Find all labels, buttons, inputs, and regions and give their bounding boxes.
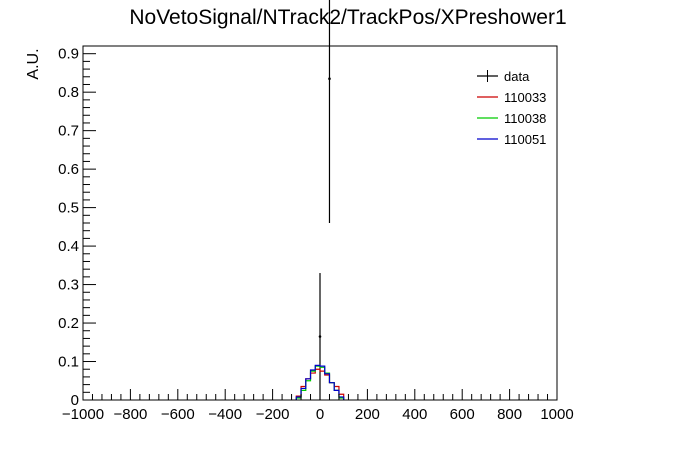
x-tick-label: −600 <box>161 406 195 423</box>
series-110033-step <box>295 368 345 400</box>
y-tick-label: 0.7 <box>58 123 79 140</box>
y-tick-label: 0.5 <box>58 200 79 217</box>
x-tick-label: 400 <box>402 406 427 423</box>
y-tick-label: 0.8 <box>58 84 79 101</box>
x-tick-label: −800 <box>114 406 148 423</box>
y-tick-label: 0.1 <box>58 354 79 371</box>
x-tick-label: 200 <box>355 406 380 423</box>
x-tick-label: 0 <box>316 406 324 423</box>
x-tick-label: −200 <box>256 406 290 423</box>
y-tick-label: 0.2 <box>58 315 79 332</box>
y-tick-label: 0.6 <box>58 161 79 178</box>
legend-label: data <box>504 69 530 84</box>
x-tick-label: −1000 <box>62 406 104 423</box>
x-tick-label: 600 <box>450 406 475 423</box>
x-tick-label: 1000 <box>540 406 573 423</box>
data-point <box>328 77 331 81</box>
histogram-layer <box>295 0 345 400</box>
data-point <box>318 335 322 338</box>
x-tick-label: 800 <box>497 406 522 423</box>
y-tick-label: 0.9 <box>58 46 79 63</box>
legend-label: 110038 <box>504 111 546 126</box>
y-tick-label: 0.4 <box>58 238 79 255</box>
y-tick-label: 0 <box>71 392 79 409</box>
x-tick-label: −400 <box>208 406 242 423</box>
series-110051-step <box>295 364 345 400</box>
chart-title: NoVetoSignal/NTrack2/TrackPos/XPreshower… <box>129 6 566 29</box>
y-axis-label: A.U. <box>25 48 42 79</box>
y-tick-label: 0.3 <box>58 277 79 294</box>
axes: −1000 −800 −600 −400 −200 0 200 400 600 800 1000 0 0… <box>58 45 574 423</box>
legend-label: 110033 <box>504 90 546 105</box>
legend-label: 110051 <box>504 132 546 147</box>
legend: data 110033 110038 110051 <box>477 69 546 147</box>
